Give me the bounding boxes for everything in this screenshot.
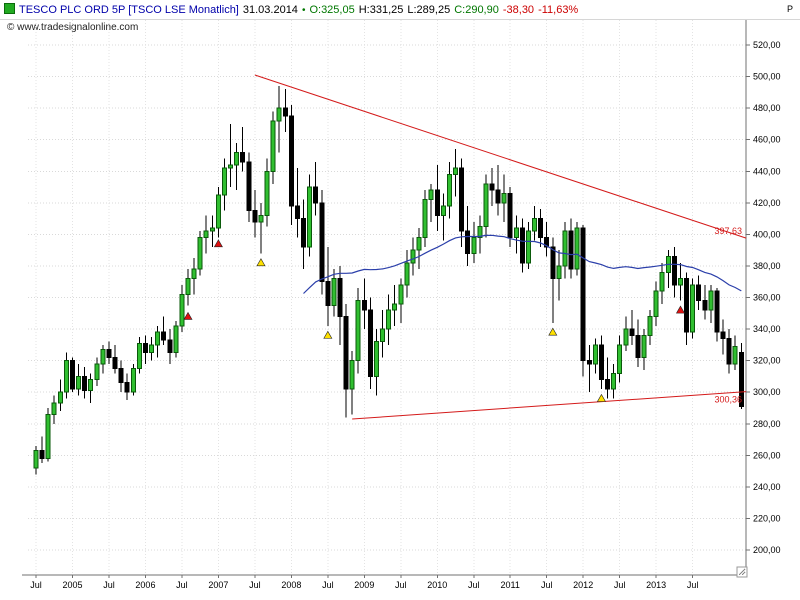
- svg-text:320,00: 320,00: [753, 356, 781, 366]
- moving-average-line: [303, 234, 742, 294]
- change-absolute: -38,30: [502, 4, 535, 16]
- candlestick-series: [33, 86, 744, 475]
- svg-text:2011: 2011: [501, 580, 520, 590]
- svg-text:2010: 2010: [427, 580, 447, 590]
- trendlines[interactable]: 397,63 300,36: [254, 74, 747, 420]
- price-axis-mode-label: P: [786, 4, 793, 14]
- svg-text:Jul: Jul: [468, 580, 480, 590]
- svg-text:Jul: Jul: [541, 580, 553, 590]
- svg-text:2009: 2009: [354, 580, 374, 590]
- svg-text:2005: 2005: [62, 580, 82, 590]
- svg-text:Jul: Jul: [322, 580, 334, 590]
- svg-text:397,63: 397,63: [714, 226, 742, 236]
- svg-text:Jul: Jul: [614, 580, 626, 590]
- svg-text:260,00: 260,00: [753, 450, 781, 460]
- svg-text:Jul: Jul: [687, 580, 699, 590]
- signal-markers: [183, 239, 685, 402]
- svg-text:300,36: 300,36: [714, 395, 742, 405]
- open-value: O:325,05: [309, 4, 355, 16]
- svg-text:240,00: 240,00: [753, 482, 781, 492]
- svg-text:520,00: 520,00: [753, 40, 781, 50]
- svg-text:440,00: 440,00: [753, 166, 781, 176]
- svg-text:460,00: 460,00: [753, 135, 781, 145]
- time-axis[interactable]: Jul 2005 Jul 2006 Jul 2007 Jul 2008 Jul 2009 Jul 20…: [22, 574, 746, 590]
- svg-text:Jul: Jul: [176, 580, 188, 590]
- svg-text:280,00: 280,00: [753, 419, 781, 429]
- close-value: C:290,90: [454, 4, 499, 16]
- svg-text:2007: 2007: [208, 580, 228, 590]
- svg-text:380,00: 380,00: [753, 261, 781, 271]
- svg-text:2006: 2006: [135, 580, 155, 590]
- low-value: L:289,25: [407, 4, 451, 16]
- svg-text:200,00: 200,00: [753, 545, 781, 555]
- instrument-title: TESCO PLC ORD 5P [TSCO LSE Monatlich]: [19, 4, 239, 16]
- gridlines: [28, 20, 746, 575]
- svg-text:Jul: Jul: [103, 580, 115, 590]
- svg-text:300,00: 300,00: [753, 387, 781, 397]
- svg-text:400,00: 400,00: [753, 229, 781, 239]
- resize-grip[interactable]: [736, 566, 748, 578]
- svg-text:2012: 2012: [573, 580, 593, 590]
- svg-text:220,00: 220,00: [753, 513, 781, 523]
- svg-text:2013: 2013: [646, 580, 666, 590]
- svg-text:420,00: 420,00: [753, 198, 781, 208]
- instrument-icon: [4, 3, 15, 14]
- svg-text:340,00: 340,00: [753, 324, 781, 334]
- svg-text:Jul: Jul: [30, 580, 42, 590]
- svg-text:480,00: 480,00: [753, 103, 781, 113]
- high-value: H:331,25: [358, 4, 404, 16]
- header-divider: [0, 19, 800, 20]
- svg-text:360,00: 360,00: [753, 293, 781, 303]
- svg-text:2008: 2008: [281, 580, 301, 590]
- separator-dot-icon: •: [301, 5, 306, 16]
- change-percent: -11,63%: [538, 4, 579, 16]
- chart-header: TESCO PLC ORD 5P [TSCO LSE Monatlich] 31.…: [4, 3, 582, 16]
- svg-text:Jul: Jul: [249, 580, 261, 590]
- svg-text:Jul: Jul: [395, 580, 407, 590]
- price-axis[interactable]: 520,00 500,00 480,00 460,00 440,00 420,00 400,…: [745, 20, 781, 575]
- svg-text:500,00: 500,00: [753, 72, 781, 82]
- watermark: © www.tradesignalonline.com: [7, 22, 139, 33]
- bar-date: 31.03.2014: [242, 4, 298, 16]
